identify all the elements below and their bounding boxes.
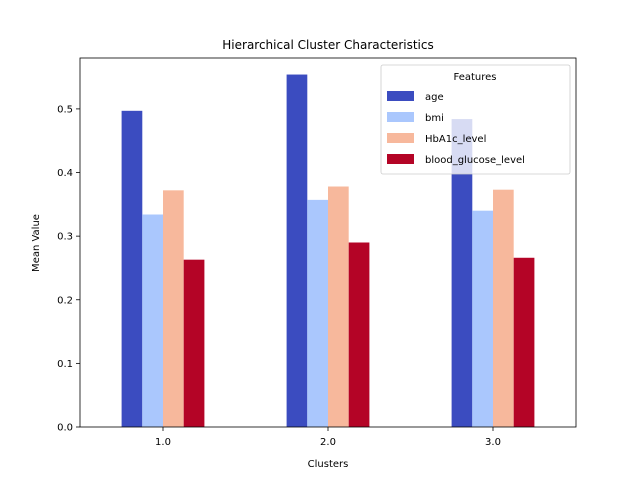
y-tick-label: 0.1 <box>57 359 73 370</box>
x-axis: 1.0 2.0 3.0 <box>155 427 501 448</box>
bar-age-1.0 <box>121 110 143 427</box>
legend-label-blood_glucose_level: blood_glucose_level <box>425 155 525 166</box>
y-tick-label: 0.5 <box>57 104 73 115</box>
bar-bmi-2.0 <box>307 199 328 427</box>
y-tick-label: 0.4 <box>57 168 73 179</box>
bar-blood_glucose_level-2.0 <box>348 242 370 427</box>
bar-age-2.0 <box>286 74 308 427</box>
y-tick-label: 0.2 <box>57 295 73 306</box>
chart-title: Hierarchical Cluster Characteristics <box>222 38 433 52</box>
y-axis: 0.0 0.1 0.2 0.3 0.4 0.5 <box>57 104 80 434</box>
x-axis-label: Clusters <box>308 459 349 470</box>
bar-HbA1c_level-2.0 <box>328 186 349 427</box>
legend-swatch-HbA1c_level <box>387 133 414 143</box>
legend-frame <box>380 64 571 175</box>
bar-bmi-3.0 <box>472 210 493 427</box>
bar-HbA1c_level-3.0 <box>493 189 514 427</box>
bar-age-3.0 <box>451 119 473 427</box>
legend: Features age bmi HbA1c_level blood_glucose_… <box>380 64 571 175</box>
x-tick-label: 2.0 <box>320 437 336 448</box>
y-axis-label: Mean Value <box>31 214 42 272</box>
legend-swatch-bmi <box>387 112 414 122</box>
bar-blood_glucose_level-3.0 <box>513 257 535 427</box>
y-tick-label: 0.0 <box>57 423 73 434</box>
legend-label-age: age <box>425 92 444 103</box>
bars-layer <box>121 74 535 427</box>
legend-swatch-blood_glucose_level <box>387 154 414 164</box>
legend-title: Features <box>454 72 497 83</box>
x-tick-label: 3.0 <box>485 437 501 448</box>
y-tick-label: 0.3 <box>57 232 73 243</box>
x-tick-label: 1.0 <box>155 437 171 448</box>
bar-bmi-1.0 <box>142 214 163 427</box>
bar-blood_glucose_level-1.0 <box>183 259 205 427</box>
legend-label-HbA1c_level: HbA1c_level <box>425 134 486 145</box>
legend-label-bmi: bmi <box>425 113 444 124</box>
legend-swatch-age <box>387 91 414 101</box>
bar-HbA1c_level-1.0 <box>163 190 184 427</box>
